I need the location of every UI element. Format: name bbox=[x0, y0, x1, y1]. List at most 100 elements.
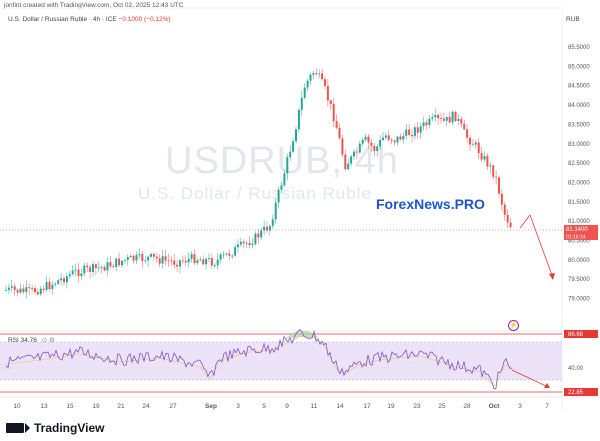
price-axis-tick: 80.0000 bbox=[568, 258, 590, 264]
eye-icon[interactable]: ⊙ bbox=[41, 337, 48, 344]
candle-body bbox=[440, 118, 442, 119]
candle-body bbox=[416, 127, 419, 133]
settings-icon[interactable]: ⚙ bbox=[49, 337, 55, 344]
candle-body bbox=[39, 288, 42, 295]
time-axis-tick: Oct bbox=[489, 403, 501, 410]
candle-body bbox=[118, 258, 121, 266]
price-axis-tick: 82.5000 bbox=[568, 161, 590, 167]
candle-body bbox=[138, 253, 141, 256]
candle-body bbox=[36, 291, 39, 295]
candle-body bbox=[164, 256, 167, 261]
candle-body bbox=[167, 260, 170, 262]
candle-body bbox=[158, 258, 161, 264]
price-axis-tick: 79.0000 bbox=[568, 297, 590, 303]
candle-body bbox=[48, 281, 51, 290]
candle-body bbox=[213, 265, 216, 267]
time-axis-tick: 9 bbox=[285, 403, 289, 410]
candle-body bbox=[353, 151, 355, 157]
candle-body bbox=[503, 204, 506, 215]
price-axis-tick: 82.0000 bbox=[568, 180, 590, 186]
candle-body bbox=[469, 137, 471, 145]
price-axis[interactable]: 85.5000 85.0000 84.5000 84.0000 83.5000 83.00… bbox=[568, 45, 590, 303]
candle-body bbox=[196, 260, 199, 264]
time-axis-tick: 14 bbox=[336, 403, 344, 410]
price-axis-tick: 84.5000 bbox=[568, 84, 590, 90]
candle-body bbox=[176, 264, 179, 267]
candle-body bbox=[387, 135, 390, 140]
time-axis-tick: 13 bbox=[40, 403, 48, 410]
time-axis-tick: 21 bbox=[117, 403, 125, 410]
rsi-level-mid-value: 40.00 bbox=[568, 366, 584, 372]
candle-body bbox=[460, 119, 463, 124]
candle-body bbox=[466, 129, 469, 138]
candle-body bbox=[495, 176, 498, 178]
candle-body bbox=[286, 157, 289, 174]
candle-body bbox=[506, 214, 509, 223]
candle-body bbox=[10, 286, 13, 288]
price-axis-tick: 81.0000 bbox=[568, 219, 590, 225]
price-axis-tick: 83.0000 bbox=[568, 142, 590, 148]
candle-body bbox=[89, 267, 92, 272]
time-axis-tick: 19 bbox=[387, 403, 395, 410]
time-axis-tick: 25 bbox=[438, 403, 446, 410]
time-axis-tick: 28 bbox=[463, 403, 471, 410]
candle-body bbox=[315, 73, 318, 75]
candle-body bbox=[370, 142, 373, 147]
candle-body bbox=[277, 189, 280, 203]
symbol-description[interactable]: U.S. Dollar / Russian Ruble · 4h · ICE bbox=[8, 16, 117, 23]
candle-body bbox=[358, 143, 361, 153]
candle-body bbox=[16, 289, 19, 293]
candle-body bbox=[355, 151, 358, 153]
candle-body bbox=[135, 255, 138, 261]
candle-body bbox=[239, 241, 242, 245]
candle-body bbox=[303, 87, 306, 98]
time-axis-tick: 23 bbox=[413, 403, 421, 410]
candle-body bbox=[248, 242, 251, 246]
candle-body bbox=[367, 136, 370, 143]
candle-body bbox=[13, 286, 16, 290]
candle-body bbox=[74, 269, 77, 271]
candle-body bbox=[280, 185, 283, 190]
candle-body bbox=[297, 109, 300, 130]
tradingview-logo-icon bbox=[6, 423, 30, 433]
candle-body bbox=[341, 138, 344, 155]
symbol-info: U.S. Dollar / Russian Ruble · 4h · ICE −… bbox=[8, 16, 171, 23]
rsi-legend[interactable]: RSI 34.76 ⊙ ⚙ bbox=[8, 336, 55, 344]
candle-body bbox=[242, 241, 245, 244]
candle-body bbox=[361, 139, 364, 144]
symbol-watermark-name: U.S. Dollar / Russian Ruble bbox=[138, 184, 372, 203]
candle-body bbox=[234, 247, 237, 256]
candle-body bbox=[373, 146, 376, 152]
candle-body bbox=[300, 97, 303, 110]
candle-body bbox=[129, 255, 132, 258]
candle-body bbox=[193, 254, 196, 264]
candle-body bbox=[60, 278, 63, 281]
candle-body bbox=[161, 256, 164, 264]
candle-body bbox=[28, 287, 31, 289]
candle-body bbox=[51, 284, 54, 290]
candle-body bbox=[283, 173, 286, 186]
candle-body bbox=[321, 73, 324, 80]
candle-body bbox=[147, 256, 150, 261]
candle-body bbox=[500, 193, 503, 205]
candle-body bbox=[115, 258, 118, 268]
candle-body bbox=[225, 253, 228, 255]
candle-body bbox=[86, 265, 89, 268]
candle-body bbox=[364, 136, 367, 140]
time-axis[interactable]: 10 13 15 19 21 24 27 Sep 3 5 9 11 14 17 19 23 25 28 Oct 3 7 bbox=[13, 403, 549, 410]
alert-icon[interactable]: ⚡ bbox=[508, 320, 519, 331]
candle-body bbox=[150, 253, 152, 257]
candle-body bbox=[257, 233, 260, 238]
candle-body bbox=[199, 259, 202, 261]
candle-body bbox=[126, 257, 129, 260]
time-axis-tick: 10 bbox=[13, 403, 21, 410]
candle-body bbox=[83, 265, 86, 274]
candle-body bbox=[332, 104, 335, 122]
candle-body bbox=[492, 165, 495, 177]
candle-body bbox=[109, 262, 112, 267]
chart-attribution: jonfint created with TradingView.com, Oc… bbox=[4, 2, 184, 9]
candle-body bbox=[57, 280, 60, 284]
candle-body bbox=[382, 137, 384, 140]
candle-body bbox=[260, 230, 263, 238]
